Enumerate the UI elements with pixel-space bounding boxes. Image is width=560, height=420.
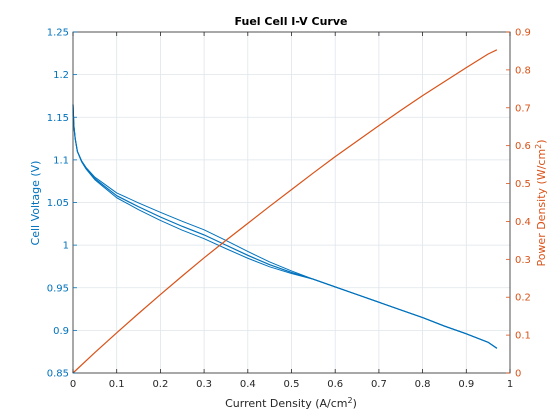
left-y-axis-title: Cell Voltage (V) <box>29 161 42 246</box>
right-y-tick-label: 0.8 <box>515 65 531 76</box>
right-y-axis-title: Power Density (W/cm2) <box>534 139 548 266</box>
x-tick-label: 0.2 <box>152 379 168 390</box>
x-tick-label: 1 <box>507 379 513 390</box>
left-y-tick-label: 1.2 <box>53 70 69 81</box>
x-tick-label: 0.5 <box>284 379 300 390</box>
left-y-tick-label: 0.9 <box>53 326 69 337</box>
left-y-tick-label: 1.15 <box>47 113 69 124</box>
right-y-axis-title-close: ) <box>535 139 548 143</box>
x-tick-label: 0.4 <box>240 379 256 390</box>
x-tick-label: 0 <box>70 379 76 390</box>
power-density-line <box>72 49 498 374</box>
x-axis-title-close: ) <box>353 397 357 410</box>
right-y-tick-label: 0.2 <box>515 293 531 304</box>
grid-lines <box>73 32 510 373</box>
right-y-tick-label: 0.7 <box>515 103 531 114</box>
left-y-axis-ticks: 0.85 0.9 0.95 1 1.05 1.1 1.15 1.2 1.25 <box>47 28 77 380</box>
x-tick-label: 0.3 <box>196 379 212 390</box>
x-axis-title-sup: 2 <box>348 396 353 405</box>
x-tick-label: 0.9 <box>458 379 474 390</box>
right-y-tick-label: 0.9 <box>515 28 531 39</box>
right-y-tick-label: 0.5 <box>515 179 531 190</box>
x-axis-title-main: Current Density (A/cm <box>225 397 347 410</box>
chart-title: Fuel Cell I-V Curve <box>235 15 348 28</box>
right-y-axis-ticks: 0 0.1 0.2 0.3 0.4 0.5 0.6 0.7 0.8 0.9 <box>506 28 531 380</box>
x-axis-title: Current Density (A/cm2) <box>225 396 357 410</box>
left-y-tick-label: 1.1 <box>53 155 69 166</box>
right-y-tick-label: 0.4 <box>515 217 531 228</box>
left-y-tick-label: 0.95 <box>47 283 69 294</box>
x-tick-label: 0.1 <box>109 379 125 390</box>
x-axis-ticks: 0 0.1 0.2 0.3 0.4 0.5 0.6 0.7 0.8 0.9 1 <box>70 32 513 390</box>
right-y-tick-label: 0.6 <box>515 141 531 152</box>
right-y-axis-title-main: Power Density (W/cm <box>535 149 548 267</box>
left-y-tick-label: 1.25 <box>47 28 69 39</box>
x-tick-label: 0.7 <box>371 379 387 390</box>
right-y-tick-label: 0.3 <box>515 255 531 266</box>
right-y-tick-label: 0.1 <box>515 331 531 342</box>
right-y-tick-label: 0 <box>515 369 521 380</box>
right-y-axis-title-sup: 2 <box>534 144 543 149</box>
left-y-tick-label: 1 <box>63 241 69 252</box>
series-layer <box>72 49 498 374</box>
cell-voltage-sweep-line <box>72 104 498 349</box>
left-y-tick-label: 1.05 <box>47 198 69 209</box>
left-y-tick-label: 0.85 <box>47 369 69 380</box>
x-tick-label: 0.6 <box>327 379 343 390</box>
x-tick-label: 0.8 <box>415 379 431 390</box>
